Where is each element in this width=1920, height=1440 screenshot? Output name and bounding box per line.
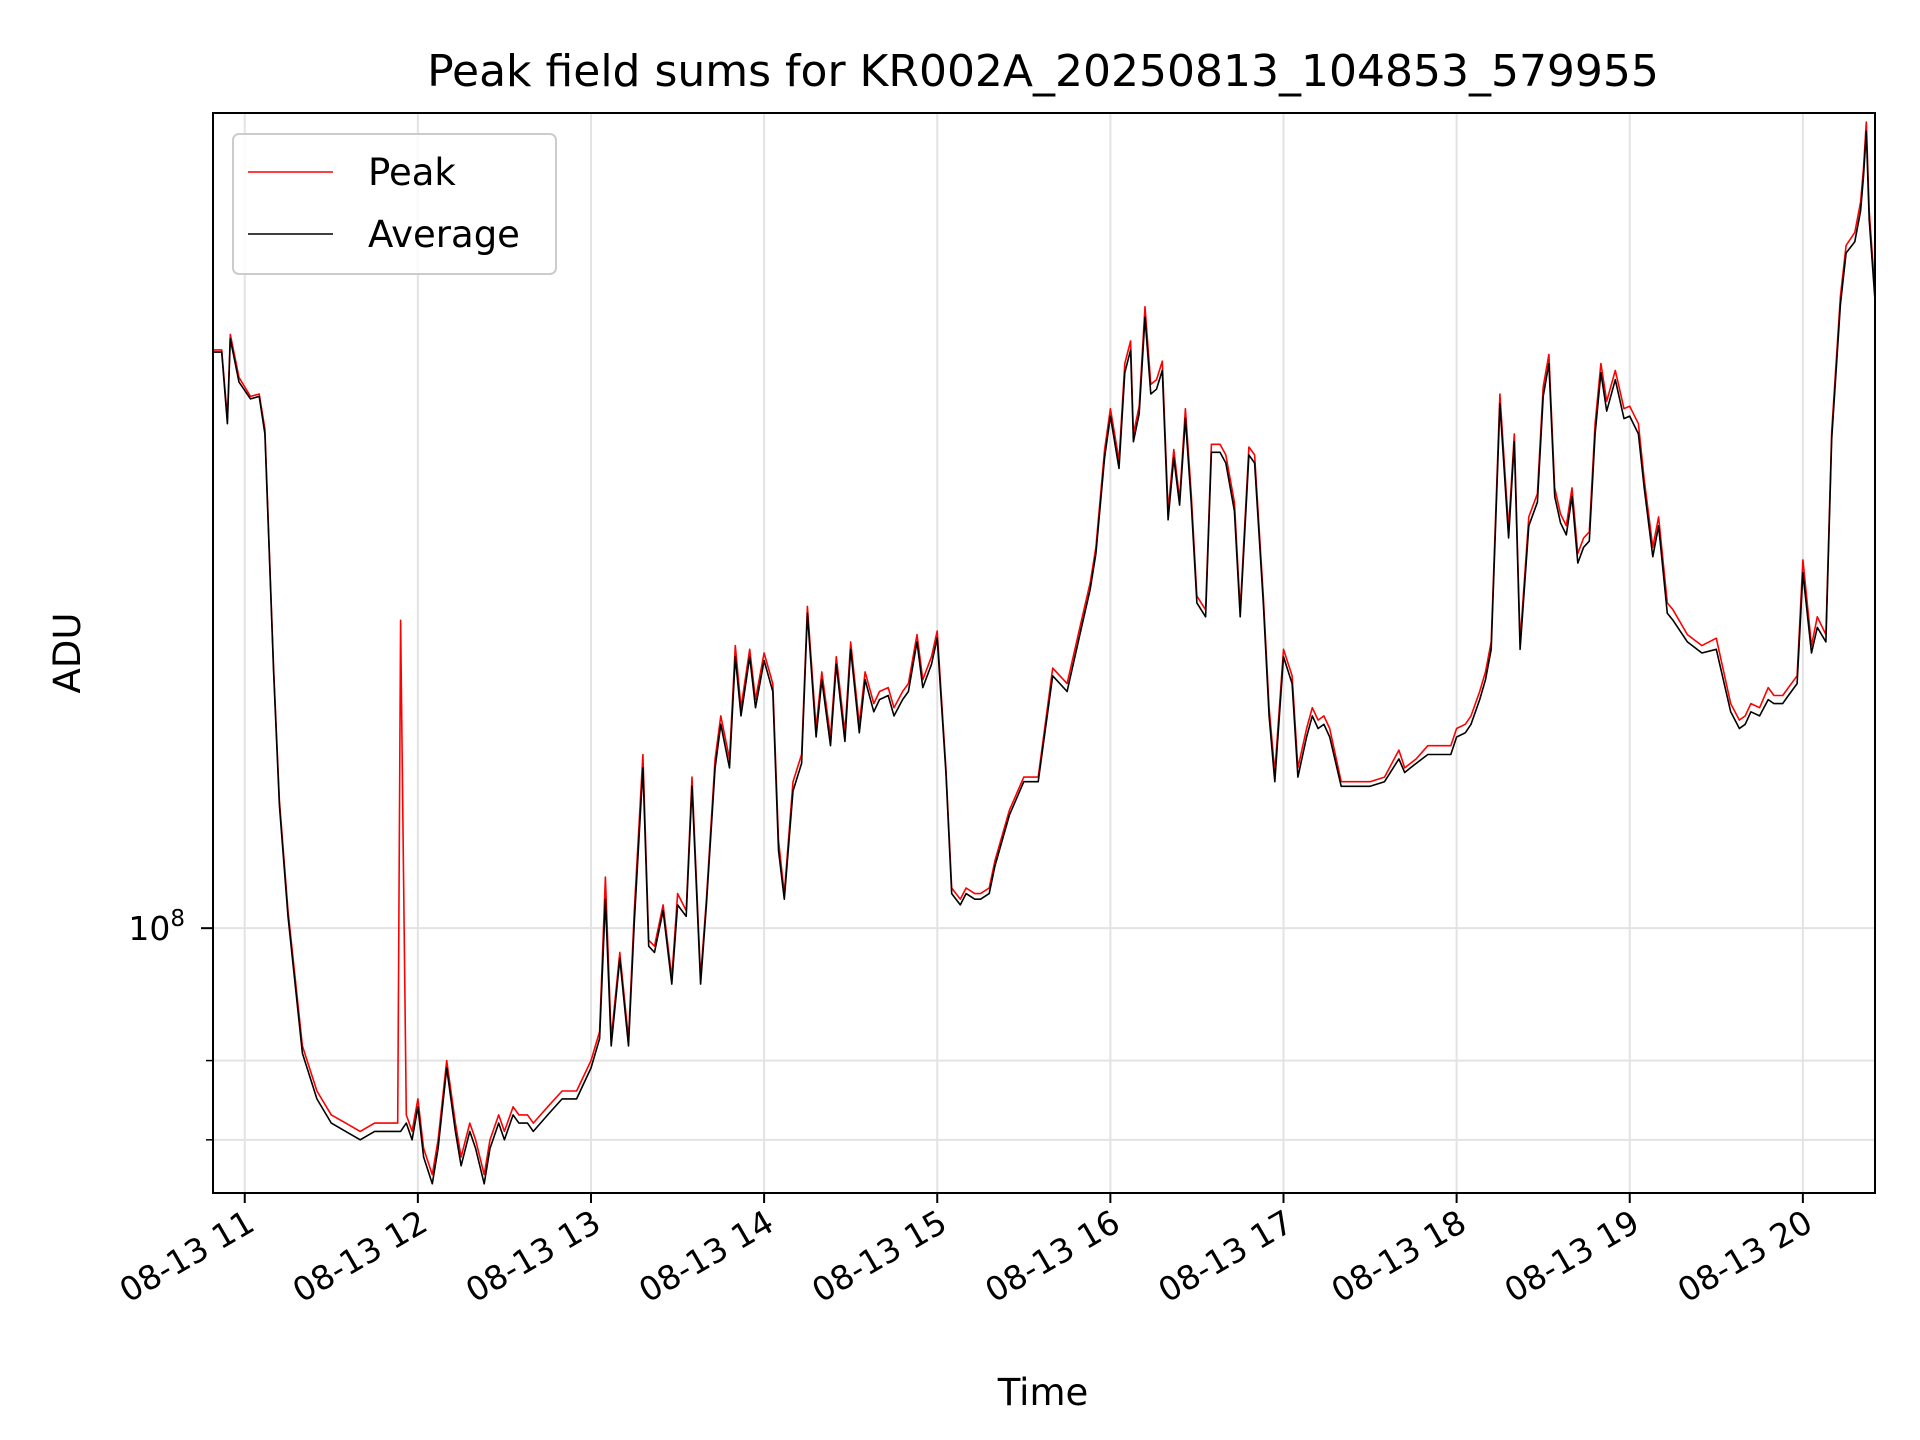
y-axis-label: ADU [46,613,89,694]
legend-label-peak: Peak [368,151,456,194]
x-axis-label: Time [997,1371,1089,1414]
grid [213,113,1875,1193]
series-line-average [213,130,1876,1185]
chart-title: Peak field sums for KR002A_20250813_1048… [427,46,1659,97]
legend: Peak Average [232,133,557,275]
legend-box [232,133,557,275]
series-layer [213,121,1876,1185]
legend-label-average: Average [368,213,520,256]
plot-frame [212,112,1876,1194]
